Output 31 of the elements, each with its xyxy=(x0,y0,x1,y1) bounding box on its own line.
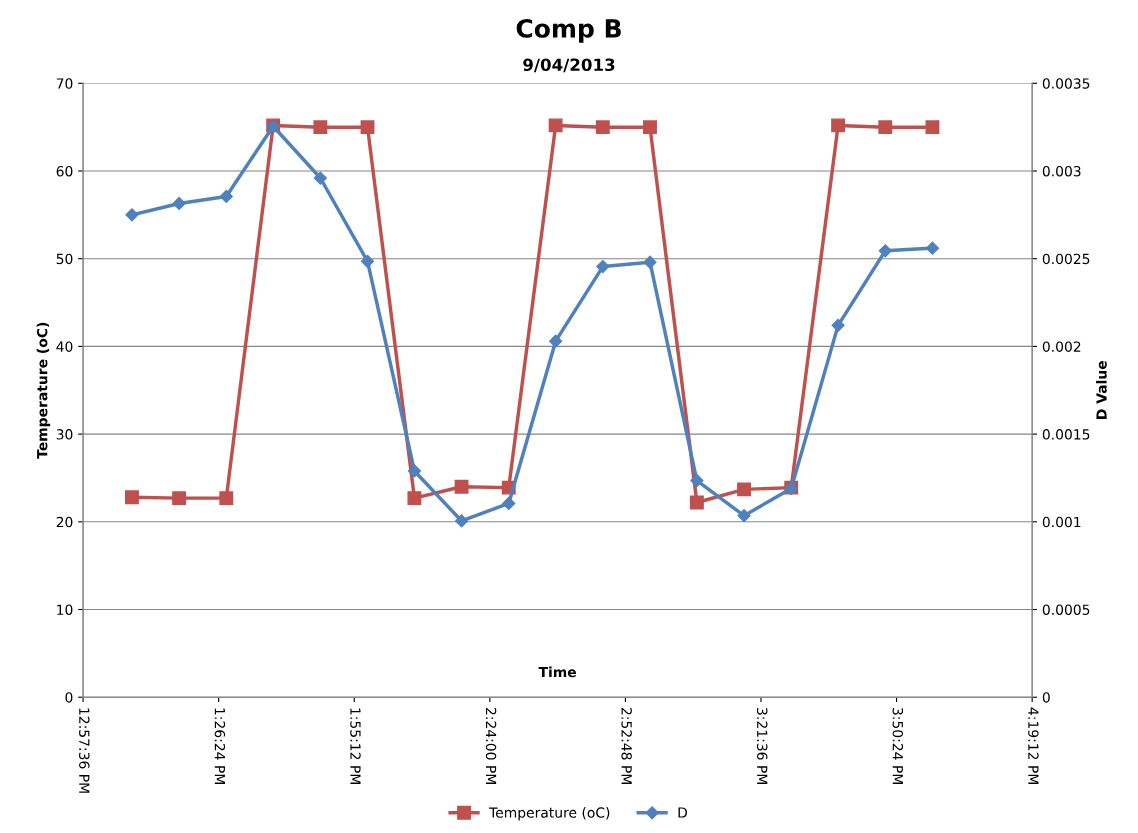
y2-tick-label: 0.003 xyxy=(1042,165,1081,177)
x-tick-label: 3:21:36 PM xyxy=(756,708,768,784)
y2-tick-label: 0.0025 xyxy=(1042,253,1090,265)
legend-label: D xyxy=(678,807,688,818)
y-axis-title: Temperature (oC) xyxy=(36,322,51,459)
y-tick-label: 10 xyxy=(57,604,73,615)
legend-label: Temperature (oC) xyxy=(489,807,610,821)
y-tick-label: 40 xyxy=(56,341,73,352)
y2-tick-label: 0.001 xyxy=(1042,516,1081,528)
x-tick-label: 2:24:00 PM xyxy=(485,707,497,784)
x-tick-label: 4:19:12 PM xyxy=(1028,707,1039,784)
y2-tick-label: 0.0015 xyxy=(1042,429,1090,440)
y-tick-label: 70 xyxy=(56,78,73,89)
y-tick-label: 30 xyxy=(56,429,73,440)
y2-tick-label: 0.002 xyxy=(1042,341,1081,352)
chart-subtitle: 9/04/2013 xyxy=(523,58,615,73)
x-tick-label: 3:50:24 PM xyxy=(892,708,904,784)
y2-tick-label: 0.0005 xyxy=(1042,604,1090,615)
chart-title: Comp B xyxy=(516,18,621,43)
x-tick-label: 1:55:12 PM xyxy=(350,708,361,784)
x-tick-label: 12:57:36 PM xyxy=(79,708,90,793)
y2-tick-label: 0.0035 xyxy=(1042,78,1090,89)
y-tick-label: 0 xyxy=(65,692,73,703)
x-tick-label: 1:26:24 PM xyxy=(214,708,226,784)
x-tick-label: 2:52:48 PM xyxy=(621,707,632,784)
x-axis-title: Time xyxy=(538,666,577,678)
y2-axis-title: D Value xyxy=(1096,361,1107,419)
y-tick-label: 50 xyxy=(56,253,73,265)
y-tick-label: 60 xyxy=(56,165,73,177)
y-tick-label: 20 xyxy=(56,516,73,528)
y2-tick-label: 0 xyxy=(1042,692,1050,703)
